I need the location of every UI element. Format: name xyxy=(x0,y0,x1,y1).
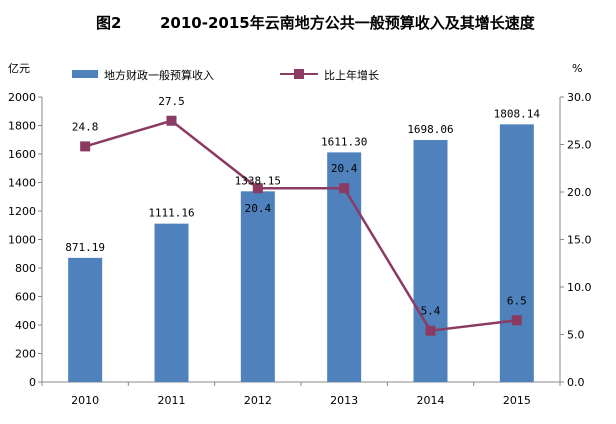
growth-value-label: 20.4 xyxy=(245,202,272,215)
data-labels: 871.19 1111.16 1338.15 1611.30 1698.06 1808.1… xyxy=(65,95,540,318)
left-tick-label: 200 xyxy=(15,348,36,361)
line-point xyxy=(511,315,522,326)
bar-value-label: 871.19 xyxy=(65,241,105,254)
growth-value-label: 6.5 xyxy=(507,294,527,307)
x-tick-label: 2010 xyxy=(71,394,99,407)
line-point xyxy=(425,325,436,336)
chart-title: 图2 2010-2015年云南地方公共一般预算收入及其增长速度 xyxy=(96,14,536,32)
left-axis-unit: 亿元 xyxy=(8,62,30,75)
growth-value-label: 20.4 xyxy=(331,162,358,175)
bar xyxy=(240,191,275,382)
right-tick-label: 20.0 xyxy=(567,186,592,199)
left-tick-label: 800 xyxy=(15,262,36,275)
right-axis-unit: % xyxy=(572,62,582,75)
right-tick-label: 30.0 xyxy=(567,91,592,104)
line-point xyxy=(339,183,350,194)
left-tick-label: 1400 xyxy=(8,177,36,190)
legend-bar-label: 地方财政一般预算收入 xyxy=(104,68,214,82)
chart-title-text: 2010-2015年云南地方公共一般预算收入及其增长速度 xyxy=(160,14,536,32)
growth-value-label: 5.4 xyxy=(421,305,441,318)
left-tick-label: 1200 xyxy=(8,205,36,218)
x-tick-label: 2011 xyxy=(158,394,186,407)
right-tick-label: 15.0 xyxy=(567,234,592,247)
legend: 地方财政一般预算收入 比上年增长 xyxy=(72,68,379,82)
bar-value-label: 1611.30 xyxy=(321,135,367,148)
left-tick-label: 600 xyxy=(15,291,36,304)
bar-value-label: 1111.16 xyxy=(148,207,194,220)
right-tick-label: 5.0 xyxy=(567,329,585,342)
x-tick-label: 2012 xyxy=(244,394,272,407)
bar xyxy=(68,257,103,382)
line-series xyxy=(80,115,522,336)
x-tick-label: 2015 xyxy=(503,394,531,407)
growth-value-label: 27.5 xyxy=(158,95,185,108)
bar xyxy=(499,124,534,382)
right-tick-label: 10.0 xyxy=(567,281,592,294)
left-tick-label: 2000 xyxy=(8,91,36,104)
legend-line-marker xyxy=(294,69,304,79)
line-point xyxy=(80,141,91,152)
x-tick-label: 2014 xyxy=(417,394,445,407)
growth-line xyxy=(84,119,517,333)
legend-item-line[interactable]: 比上年增长 xyxy=(280,68,379,82)
left-tick-label: 0 xyxy=(29,376,36,389)
left-tick-label: 1800 xyxy=(8,120,36,133)
bar-value-label: 1698.06 xyxy=(407,123,453,136)
legend-line-label: 比上年增长 xyxy=(324,68,379,82)
bar-series xyxy=(68,124,534,382)
legend-item-bar[interactable]: 地方财政一般预算收入 xyxy=(72,68,214,82)
bar xyxy=(413,140,448,382)
bar-value-label: 1808.14 xyxy=(494,107,541,120)
left-tick-label: 1600 xyxy=(8,148,36,161)
left-tick-label: 400 xyxy=(15,319,36,332)
right-tick-label: 0.0 xyxy=(567,376,585,389)
right-tick-label: 25.0 xyxy=(567,139,592,152)
growth-value-label: 24.8 xyxy=(72,120,99,133)
axes: 0 200 400 600 800 1000 1200 1400 1600 1800 2000 0.0… xyxy=(8,91,592,407)
legend-bar-swatch xyxy=(72,70,98,78)
line-point xyxy=(252,183,263,194)
left-tick-label: 1000 xyxy=(8,234,36,247)
line-point xyxy=(166,115,177,126)
bar xyxy=(154,223,189,382)
bar-value-label: 1338.15 xyxy=(235,174,281,187)
figure-number: 图2 xyxy=(96,14,121,32)
x-tick-label: 2013 xyxy=(330,394,358,407)
